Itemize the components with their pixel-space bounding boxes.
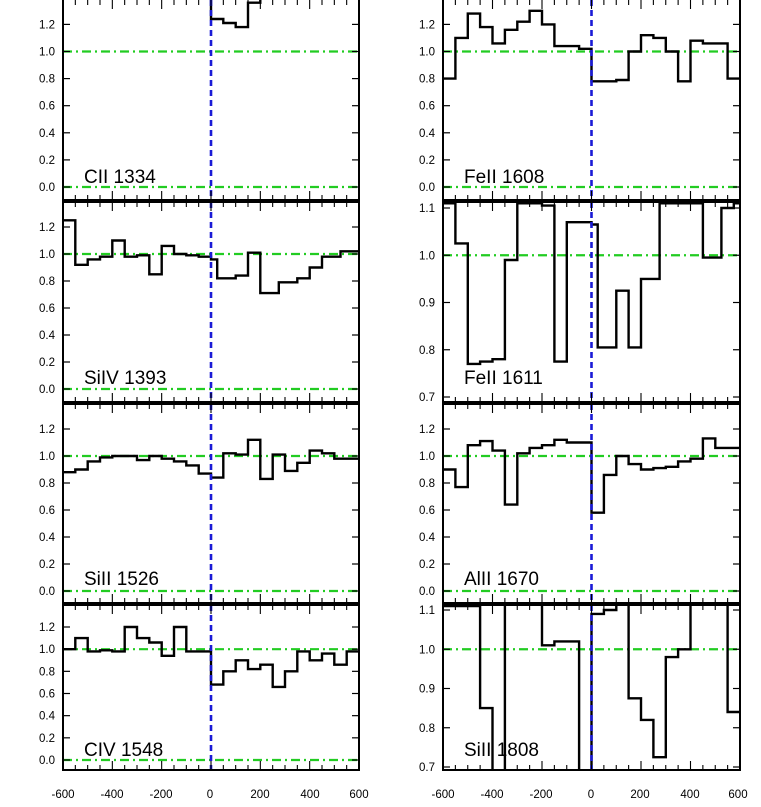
ion-label: SiII 1808 bbox=[464, 740, 539, 761]
y-tick-label: 1.2 bbox=[39, 19, 55, 31]
y-tick-label: 1.0 bbox=[419, 451, 435, 463]
y-tick-label: 1.0 bbox=[39, 451, 55, 463]
y-tick-label: 0.8 bbox=[419, 74, 435, 86]
x-tick-label: -600 bbox=[51, 789, 74, 801]
y-tick-label: 1.2 bbox=[39, 424, 55, 436]
flux-spectrum-line bbox=[443, 9, 740, 83]
y-tick-label: 0.8 bbox=[39, 74, 55, 86]
y-tick-label: 1.0 bbox=[39, 249, 55, 261]
flux-spectrum-line bbox=[63, 219, 359, 295]
x-tick-label: 600 bbox=[728, 789, 747, 801]
ion-label: SiII 1526 bbox=[84, 569, 159, 590]
x-tick-label: 0 bbox=[588, 789, 594, 801]
ion-label: FeII 1608 bbox=[464, 167, 544, 188]
y-tick-label: 0.2 bbox=[419, 559, 435, 571]
ion-label: CII 1334 bbox=[84, 167, 156, 188]
y-tick-label: 0.4 bbox=[39, 711, 56, 723]
y-tick-label: 1.0 bbox=[39, 644, 55, 656]
y-tick-label: 1.2 bbox=[39, 622, 55, 634]
x-tick-label: 600 bbox=[349, 789, 368, 801]
y-tick-label: 0.0 bbox=[39, 384, 55, 396]
spectrum-panel: 0.0 0.2 0.4 0.6 0.8 1.0 1.2 CII 1334 bbox=[39, 0, 360, 201]
y-tick-label: 0.6 bbox=[39, 689, 55, 701]
y-tick-label: 0.7 bbox=[419, 392, 435, 404]
y-tick-label: 0.4 bbox=[39, 330, 56, 342]
y-tick-label: 1.0 bbox=[419, 644, 435, 656]
y-tick-label: 0.4 bbox=[39, 128, 56, 140]
x-tick-label: -600 bbox=[431, 789, 454, 801]
spectrum-panel: 0.7 0.8 0.9 1.0 1.1 FeII 1611 bbox=[419, 201, 741, 404]
y-tick-label: 0.4 bbox=[39, 532, 56, 544]
ion-label: SiIV 1393 bbox=[84, 368, 166, 389]
spectrum-panel: 0.0 0.2 0.4 0.6 0.8 1.0 1.2 CIV 1548 bbox=[39, 604, 360, 771]
ion-label: AlII 1670 bbox=[464, 569, 539, 590]
y-tick-label: 1.2 bbox=[419, 424, 435, 436]
y-tick-label: 0.4 bbox=[419, 532, 436, 544]
x-tick-label: 400 bbox=[680, 789, 699, 801]
y-tick-label: 1.1 bbox=[419, 605, 435, 617]
y-tick-label: 1.2 bbox=[39, 222, 55, 234]
y-tick-label: 0.2 bbox=[419, 155, 435, 167]
y-tick-label: 1.1 bbox=[419, 203, 435, 215]
y-tick-label: 0.8 bbox=[39, 666, 55, 678]
y-tick-label: 0.6 bbox=[419, 505, 435, 517]
x-tick-label: -200 bbox=[149, 789, 172, 801]
y-tick-label: 0.8 bbox=[419, 723, 435, 735]
y-tick-label: 1.2 bbox=[419, 19, 435, 31]
ion-label: CIV 1548 bbox=[84, 740, 163, 761]
y-tick-label: 0.8 bbox=[419, 345, 435, 357]
x-tick-label: 200 bbox=[630, 789, 649, 801]
y-tick-label: 0.2 bbox=[39, 357, 55, 369]
y-tick-label: 0.0 bbox=[39, 182, 55, 194]
flux-spectrum-line bbox=[63, 625, 359, 689]
y-tick-label: 0.0 bbox=[419, 182, 435, 194]
x-axis-left: -600 -400 -200 0 200 400 600 bbox=[51, 789, 368, 801]
y-tick-label: 0.9 bbox=[419, 684, 435, 696]
flux-spectrum-line bbox=[443, 605, 740, 770]
y-tick-label: 0.2 bbox=[39, 733, 55, 745]
y-tick-label: 0.0 bbox=[39, 755, 55, 767]
spectrum-panel: 0.0 0.2 0.4 0.6 0.8 1.0 1.2 AlII 1670 bbox=[419, 403, 741, 604]
y-tick-label: 0.9 bbox=[419, 298, 435, 310]
y-tick-label: 1.0 bbox=[39, 47, 55, 59]
y-tick-label: 0.6 bbox=[39, 101, 55, 113]
x-tick-label: 400 bbox=[300, 789, 319, 801]
y-tick-label: 0.8 bbox=[39, 478, 55, 490]
y-tick-label: 0.2 bbox=[39, 155, 55, 167]
x-axis-right: -600 -400 -200 0 200 400 600 bbox=[431, 789, 747, 801]
y-tick-label: 0.4 bbox=[419, 128, 436, 140]
y-tick-label: 0.8 bbox=[419, 478, 435, 490]
y-tick-label: 0.8 bbox=[39, 276, 55, 288]
y-tick-label: 1.0 bbox=[419, 250, 435, 262]
x-tick-label: -400 bbox=[480, 789, 503, 801]
ion-label: FeII 1611 bbox=[464, 368, 543, 389]
flux-spectrum-line bbox=[443, 202, 740, 366]
x-tick-label: -200 bbox=[529, 789, 552, 801]
y-tick-label: 0.2 bbox=[39, 559, 55, 571]
spectrum-panel: 0.0 0.2 0.4 0.6 0.8 1.0 1.2 FeII 1608 bbox=[419, 0, 741, 201]
y-tick-label: 0.7 bbox=[419, 762, 435, 774]
x-tick-label: -400 bbox=[100, 789, 123, 801]
y-tick-label: 0.0 bbox=[39, 586, 55, 598]
y-tick-label: 1.0 bbox=[419, 47, 435, 59]
x-tick-label: 200 bbox=[250, 789, 269, 801]
spectrum-panel: 0.7 0.8 0.9 1.0 1.1 SiII 1808 bbox=[419, 604, 741, 774]
y-tick-label: 0.6 bbox=[39, 505, 55, 517]
x-tick-label: 0 bbox=[207, 789, 213, 801]
y-tick-label: 0.0 bbox=[419, 586, 435, 598]
y-tick-label: 0.6 bbox=[39, 303, 55, 315]
y-tick-label: 0.6 bbox=[419, 101, 435, 113]
spectrum-panel: 0.0 0.2 0.4 0.6 0.8 1.0 1.2 SiII 1526 bbox=[39, 403, 360, 604]
spectrum-panel: 0.0 0.2 0.4 0.6 0.8 1.0 1.2 SiIV 1393 bbox=[39, 201, 360, 403]
